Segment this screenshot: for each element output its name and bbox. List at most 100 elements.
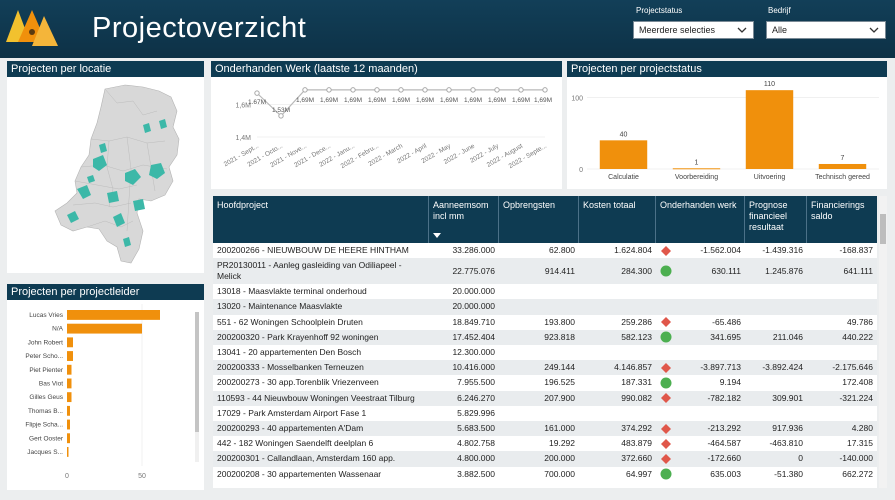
status-filter-dropdown[interactable]: Meerdere selecties — [633, 21, 754, 39]
cell-onderhanden-werk: 341.695 — [710, 331, 741, 342]
cell-hoofdproject: 200200273 - 30 app.Torenblik Vriezenveen — [217, 377, 379, 388]
leader-bar — [67, 378, 72, 389]
col-kosten-totaal[interactable]: Kosten totaal — [579, 196, 656, 243]
sort-desc-icon — [433, 233, 441, 238]
table-row[interactable]: 13018 - Maasvlakte terminal onderhoud 20.… — [213, 284, 877, 299]
data-point — [374, 87, 380, 93]
cell-kosten-totaal — [579, 299, 652, 314]
company-filter-label: Bedrijf — [768, 6, 791, 15]
data-label: 1,53M — [272, 107, 290, 114]
data-label: 1,69M — [440, 97, 458, 104]
cell-financierings-saldo: 172.408 — [842, 377, 873, 388]
header-bar: Projectoverzicht Projectstatus Meerdere … — [0, 0, 895, 58]
cell-prognose — [745, 315, 803, 330]
green-circle-icon — [660, 331, 672, 343]
table-row[interactable]: 13020 - Maintenance Maasvlakte 20.000.000 — [213, 299, 877, 315]
cell-hoofdproject: 200200301 - Callandlaan, Amsterdam 160 a… — [217, 453, 396, 464]
cell-opbrengsten: 249.144 — [544, 362, 575, 373]
table-row[interactable]: 200200320 - Park Krayenhoff 92 woningen 1… — [213, 329, 877, 345]
table-row[interactable]: 442 - 182 Woningen Saendelft deelplan 6 4… — [213, 436, 877, 451]
table-row[interactable]: 200200293 - 40 appartementen A'Dam 5.683.… — [213, 421, 877, 437]
table-row[interactable]: 200200266 - NIEUWBOUW DE HEERE HINTHAM 33… — [213, 243, 877, 258]
leader-bar — [67, 351, 73, 361]
table-row[interactable]: 551 - 62 Woningen Schoolplein Druten 18.8… — [213, 315, 877, 330]
data-point — [470, 87, 476, 93]
col-opbrengsten[interactable]: Opbrengsten — [499, 196, 579, 243]
cell-opbrengsten — [499, 284, 575, 299]
company-filter-dropdown[interactable]: Alle — [766, 21, 886, 39]
table-row[interactable]: 17029 - Park Amsterdam Airport Fase 1 5.8… — [213, 406, 877, 421]
cell-opbrengsten: 19.292 — [549, 438, 575, 449]
logo-icon — [6, 10, 58, 46]
col-onderhanden-werk[interactable]: Onderhanden werk — [656, 196, 745, 243]
red-diamond-icon — [661, 245, 671, 256]
table-scrollbar[interactable] — [879, 196, 887, 488]
data-point — [302, 87, 308, 93]
data-label: 1,69M — [320, 97, 338, 104]
y-tick-label: 1,6M — [235, 103, 251, 110]
col-aanneemsom[interactable]: Aanneemsom incl mm — [429, 196, 499, 243]
cell-kosten-totaal — [579, 345, 652, 360]
cell-opbrengsten: 161.000 — [544, 423, 575, 433]
col-hoofdproject[interactable]: Hoofdproject — [213, 196, 429, 243]
cell-kosten-totaal: 64.997 — [626, 468, 652, 479]
cell-aanneemsom: 22.775.076 — [452, 266, 495, 277]
cell-onderhanden-werk — [673, 299, 741, 314]
col-prognose[interactable]: Prognose financieel resultaat — [745, 196, 807, 243]
cell-prognose — [745, 406, 803, 421]
table-row[interactable]: 13041 - 20 appartementen Den Bosch 12.300… — [213, 345, 877, 360]
data-label: 1,69M — [534, 97, 552, 104]
cell-kosten-totaal: 374.292 — [621, 423, 652, 433]
netherlands-map[interactable] — [47, 81, 187, 269]
status-category-label: Voorbereiding — [675, 174, 718, 181]
leader-bar — [67, 433, 70, 444]
table-row[interactable]: 200200333 - Mosselbanken Terneuzen 10.416… — [213, 360, 877, 376]
cell-opbrengsten: 923.818 — [544, 331, 575, 342]
cell-aanneemsom: 17.452.404 — [452, 331, 495, 342]
cell-onderhanden-werk — [673, 284, 741, 299]
cell-prognose: 211.046 — [772, 331, 803, 342]
table-row[interactable]: 110593 - 44 Nieuwbouw Woningen Veestraat… — [213, 390, 877, 406]
table-row[interactable]: 200200208 - 30 appartementen Wassenaar 3.… — [213, 467, 877, 482]
cell-onderhanden-werk: -65.486 — [712, 316, 741, 327]
cell-aanneemsom: 20.000.000 — [452, 301, 495, 312]
cell-kosten-totaal: 990.082 — [621, 392, 652, 403]
x-tick-label: 0 — [65, 473, 69, 480]
cell-financierings-saldo: -168.837 — [839, 245, 873, 255]
data-point — [446, 87, 452, 93]
leader-bar — [67, 323, 142, 334]
table-row[interactable]: 200200273 - 30 app.Torenblik Vriezenveen… — [213, 375, 877, 390]
cell-hoofdproject: 200200266 - NIEUWBOUW DE HEERE HINTHAM — [217, 245, 409, 255]
cell-hoofdproject: 551 - 62 Woningen Schoolplein Druten — [217, 316, 363, 327]
table-row[interactable]: 200200301 - Callandlaan, Amsterdam 160 a… — [213, 451, 877, 467]
y-tick-label: 1,4M — [235, 135, 251, 142]
cell-aanneemsom: 10.416.000 — [452, 362, 495, 373]
leader-bar — [67, 419, 70, 430]
cell-onderhanden-werk: -464.587 — [707, 438, 741, 449]
data-point — [278, 113, 284, 119]
table-row[interactable]: PR20130011 - Aanleg gasleiding van Odili… — [213, 258, 877, 285]
cell-aanneemsom: 5.683.500 — [457, 423, 495, 433]
cell-aanneemsom: 18.849.710 — [452, 316, 495, 327]
cell-aanneemsom: 12.300.000 — [452, 347, 495, 357]
leader-category-label: Gilles Geus — [29, 394, 63, 401]
table-scrollbar-thumb[interactable] — [880, 214, 886, 244]
cell-aanneemsom: 7.955.500 — [457, 377, 495, 388]
data-point — [494, 87, 500, 93]
cell-prognose: -463.810 — [769, 438, 803, 449]
status-value-label: 40 — [620, 131, 628, 138]
col-financierings-saldo[interactable]: Financierings saldo — [811, 200, 865, 221]
leader-bar-chart[interactable]: Lucas Vries N/A John Robert Peter Scho... Pi… — [7, 300, 204, 490]
data-point — [254, 90, 260, 96]
map-highlight-regions — [67, 119, 167, 247]
status-bar-chart[interactable]: 100 0 40 Calculatie 1 Voorbereiding 110 Uitvoer… — [567, 77, 887, 189]
cell-prognose: -51.380 — [774, 468, 803, 479]
status-value-label: 7 — [841, 155, 845, 162]
leader-bar — [67, 405, 70, 416]
cell-onderhanden-werk: -213.292 — [707, 423, 741, 433]
data-label: 1,69M — [464, 97, 482, 104]
cell-kosten-totaal: 187.331 — [621, 377, 652, 388]
cell-prognose — [745, 375, 803, 390]
